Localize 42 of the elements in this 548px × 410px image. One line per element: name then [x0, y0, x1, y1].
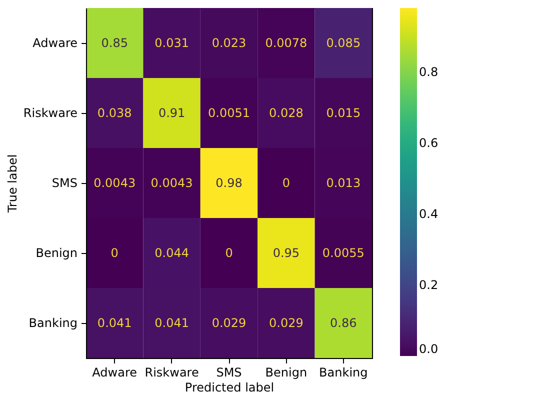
data-label: 0.86: [330, 316, 357, 330]
y-tick-label: Banking: [28, 316, 78, 330]
data-label: 0.028: [269, 106, 304, 120]
data-label: 0.0043: [94, 176, 136, 190]
data-label: 0.029: [212, 316, 246, 330]
data-label: 0.041: [154, 316, 189, 330]
data-label: 0.044: [154, 246, 189, 260]
color-bar-label: 0.2: [419, 278, 438, 292]
data-label: 0.023: [212, 36, 246, 50]
data-label: 0.085: [326, 36, 361, 50]
data-label: 0.013: [326, 176, 361, 190]
y-tick-label: SMS: [52, 176, 78, 190]
color-bar-label: 0.6: [419, 136, 438, 150]
data-label: 0.95: [272, 246, 300, 260]
data-label: 0.91: [158, 106, 186, 120]
x-tick-label: Banking: [319, 366, 368, 380]
data-label: 0.041: [97, 316, 132, 330]
color-bar-label: 0.4: [419, 206, 438, 221]
data-label: 0: [225, 246, 233, 260]
x-axis-title: Predicted label: [184, 380, 274, 394]
data-label: 0.0051: [208, 106, 250, 120]
data-label: 0.85: [101, 36, 128, 50]
x-tick-label: Riskware: [144, 366, 199, 380]
x-tick-label: Benign: [265, 366, 308, 380]
y-axis-title: True label: [5, 154, 20, 214]
data-label: 0.0055: [322, 246, 364, 260]
data-label: 0.0043: [150, 176, 193, 190]
y-tick-label: Riskware: [23, 106, 78, 120]
color-bar-label: 0.0: [419, 342, 438, 356]
x-tick-label: SMS: [216, 366, 242, 380]
data-label: 0: [110, 246, 118, 260]
data-label: 0.029: [269, 316, 304, 330]
data-label: 0.015: [326, 106, 361, 120]
data-label: 0.038: [97, 106, 132, 120]
x-tick-label: Adware: [92, 366, 138, 380]
data-label: 0.0078: [265, 36, 308, 50]
data-label: 0: [282, 176, 290, 190]
y-tick-label: Adware: [32, 36, 78, 50]
data-label: 0.98: [216, 176, 242, 190]
color-bar-label: 0.8: [419, 64, 438, 79]
y-tick-label: Benign: [36, 246, 78, 260]
data-label: 0.031: [154, 36, 189, 50]
